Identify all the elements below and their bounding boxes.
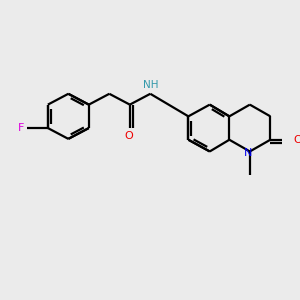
Text: N: N xyxy=(244,148,253,158)
Text: F: F xyxy=(17,123,24,133)
Text: O: O xyxy=(124,131,133,141)
Text: NH: NH xyxy=(142,80,158,90)
Text: O: O xyxy=(293,135,300,145)
